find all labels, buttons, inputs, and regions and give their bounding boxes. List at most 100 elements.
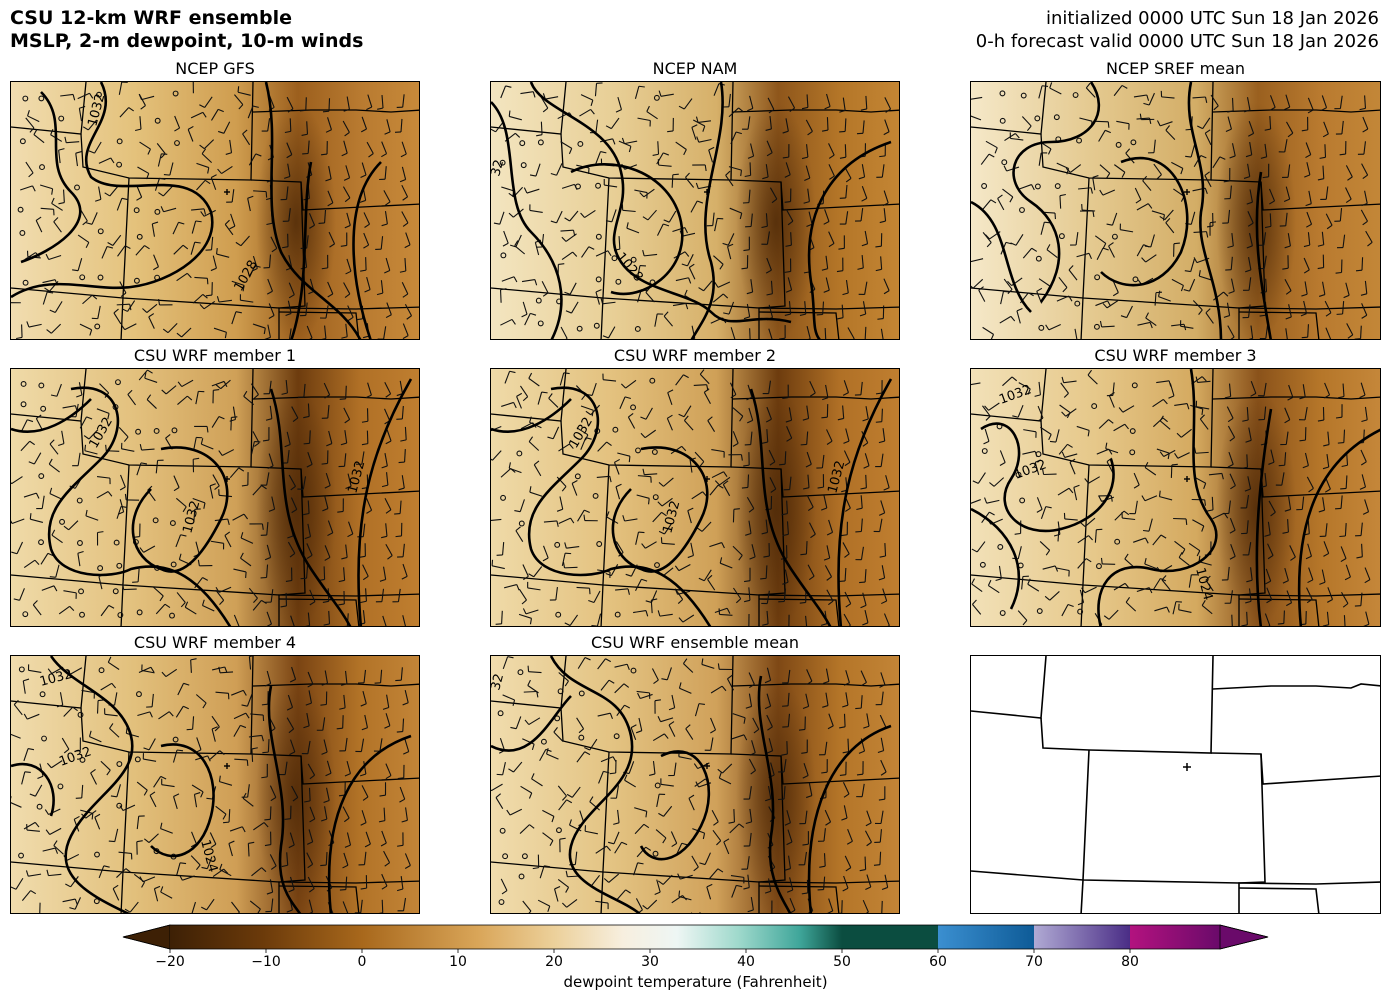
wind-barb [403,739,410,755]
wind-barb [1095,120,1110,128]
wind-barb [1336,301,1345,315]
dewpoint-field [491,369,899,626]
wind-barb [730,327,736,339]
wind-barb [305,690,313,706]
wind-barb [862,899,869,913]
wind-barb [564,542,580,549]
wind-barb [107,234,122,246]
wind-barb [782,669,791,684]
wind-barb [881,588,888,605]
wind-barb [556,476,567,492]
wind-barb [1192,519,1205,532]
wind-barb [396,94,405,108]
wind-barb [1099,189,1116,196]
wind-barb [732,431,739,447]
wind-barb [347,305,354,322]
wind-barb [722,93,731,108]
wind-barb [1264,213,1272,229]
wind-barb [1009,132,1024,141]
wind-barb [142,303,158,313]
wind-barb [1334,95,1343,110]
wind-barb [1072,92,1079,98]
wind-barb [1229,517,1236,534]
wind-barb [542,809,555,823]
city-marker [704,476,710,482]
wind-barb [519,824,535,834]
wind-barb [578,690,585,697]
wind-barb [819,741,828,756]
wind-barb [989,477,1005,487]
wind-barb [63,520,79,531]
wind-barb [136,185,143,201]
wind-barb [685,724,694,740]
wind-barb [860,474,867,490]
wind-barb [554,886,561,902]
wind-barb [1085,82,1096,98]
wind-barb [807,564,815,581]
wind-barb [803,188,810,204]
wind-barb [1136,244,1150,257]
wind-barb [1246,567,1253,583]
reference-boundary-map [970,655,1381,914]
wind-barb [527,665,542,674]
wind-barb [782,521,789,537]
wind-barb [62,898,78,905]
wind-barb [843,613,851,626]
wind-barb [687,542,694,559]
wind-barb [58,148,65,164]
wind-barb [575,183,581,190]
wind-barb [303,403,310,419]
wind-barb [997,543,1004,550]
wind-barb [1156,120,1173,127]
wind-barb [1199,414,1209,430]
wind-barb [51,197,63,211]
wind-barb [321,670,329,686]
wind-barb [1264,521,1271,537]
map-panel-member2: 1032 1032 1032 [490,368,900,627]
wind-barb [193,792,201,808]
wind-barb [396,718,405,733]
wind-barb [355,451,365,465]
wind-barb [546,748,559,760]
wind-barb [381,472,389,488]
isobar [690,82,724,339]
wind-barb [641,541,657,549]
wind-barb [230,416,238,431]
wind-barb [663,311,673,327]
wind-barb [394,118,403,133]
wind-barb [175,497,187,513]
wind-barb [269,854,277,870]
wind-barb [136,781,148,796]
wind-barb [714,281,731,288]
wind-barb [170,561,177,568]
wind-barb [306,829,314,845]
wind-barb [263,254,272,269]
wind-barb [1299,427,1307,442]
wind-barb [521,301,528,318]
wind-barb [718,772,732,785]
wind-barb [642,899,658,910]
wind-barb [303,430,311,445]
wind-barb [1284,94,1291,111]
colorbar-tick-label: 20 [545,954,563,970]
wind-barb [1303,257,1310,274]
wind-barb [1318,497,1326,513]
wind-barb [654,879,661,896]
wind-barb [149,791,157,808]
wind-barb [284,163,291,179]
wind-barb [76,540,83,546]
wind-barb [1361,190,1368,207]
wind-barb [1136,203,1153,211]
wind-barb [1245,257,1252,273]
figure-title-line2: MSLP, 2-m dewpoint, 10-m winds [10,30,364,52]
dry-band [736,102,816,339]
wind-barb [20,419,34,432]
wind-barb [1168,383,1175,399]
wind-barb [1343,615,1346,626]
wind-barb [799,301,807,316]
wind-barb [518,873,525,880]
isobar [150,743,215,858]
wind-barb [1283,186,1291,203]
wind-barb [543,520,559,527]
wind-barb [362,564,369,581]
